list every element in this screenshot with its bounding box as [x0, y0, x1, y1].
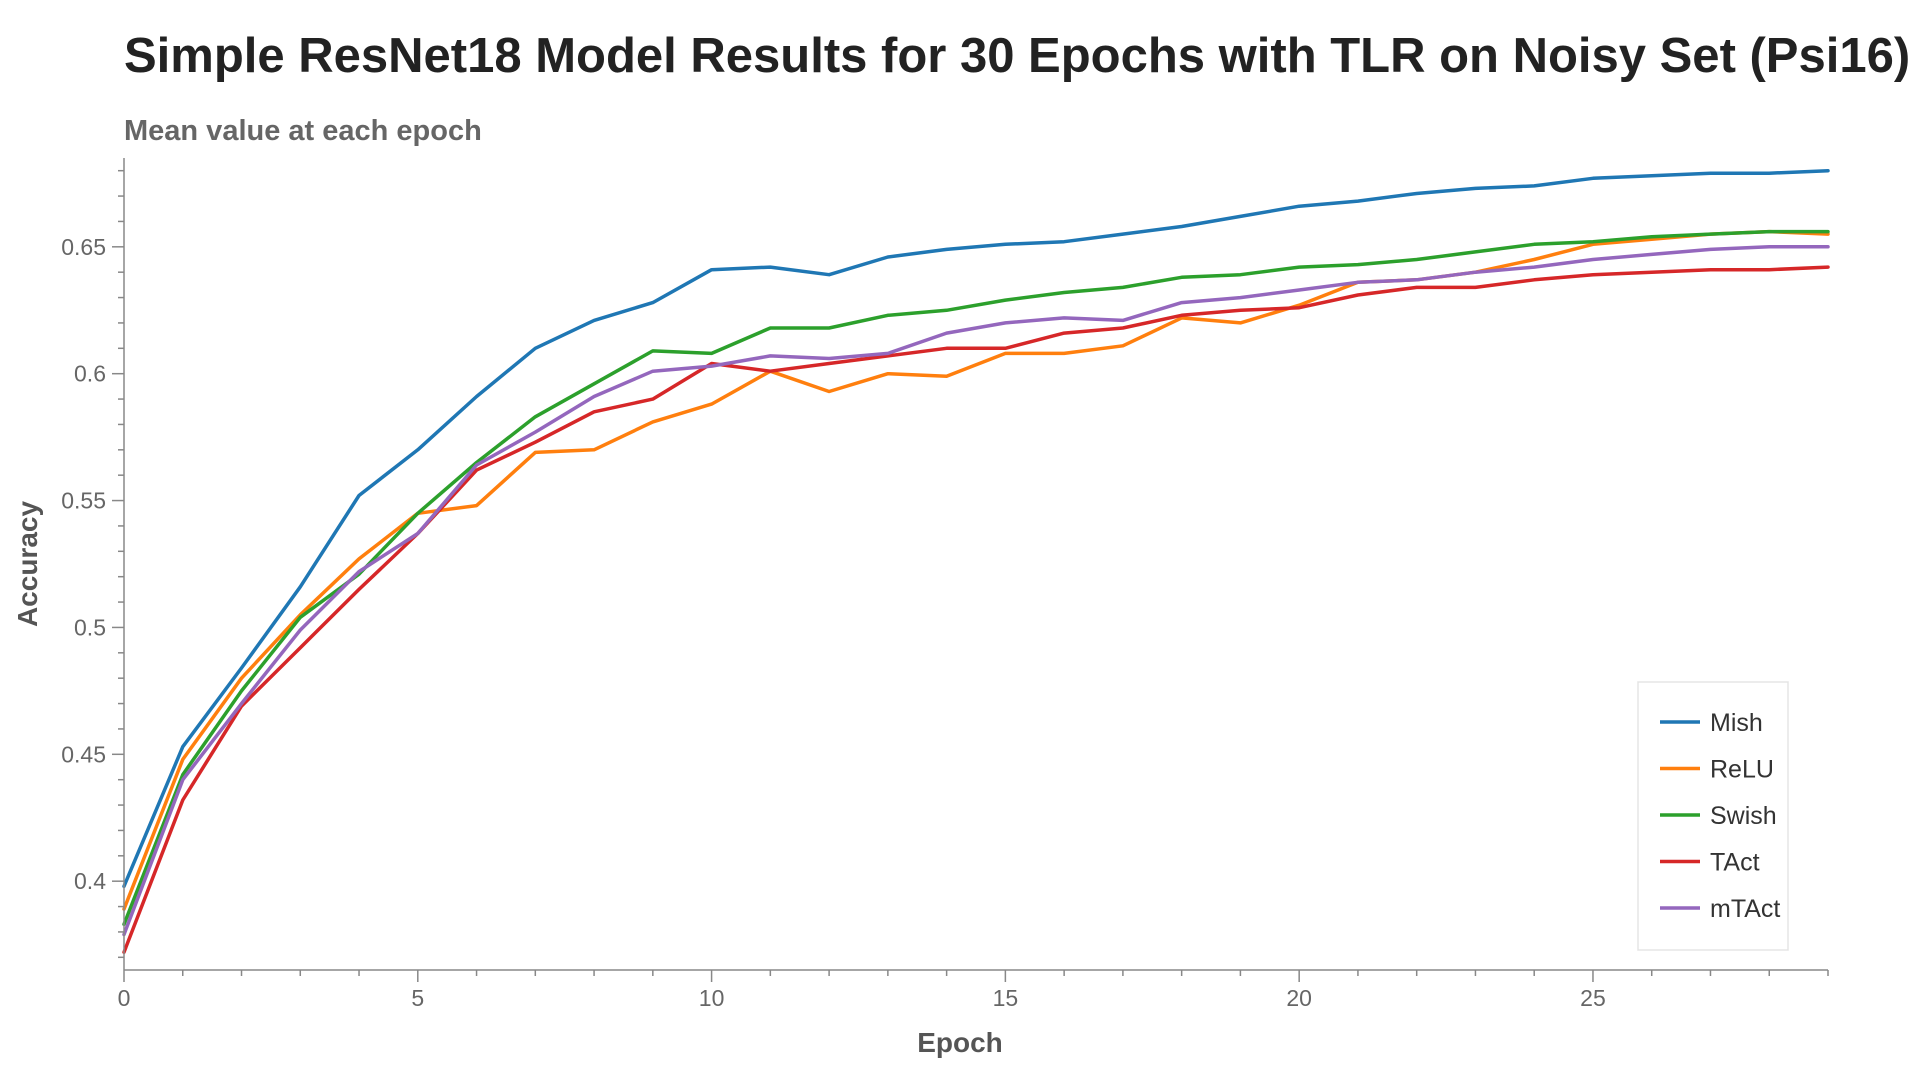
y-tick-label: 0.4	[74, 868, 106, 894]
legend-label-mish: Mish	[1710, 709, 1763, 737]
legend-box	[1637, 681, 1789, 951]
x-tick-label: 15	[993, 985, 1019, 1011]
series-line-relu	[122, 229, 1830, 911]
series-line-mtact	[122, 245, 1830, 937]
series-line-tact	[122, 265, 1830, 954]
chart-title: Simple ResNet18 Model Results for 30 Epo…	[124, 29, 1910, 83]
x-axis-ticks: 0 5 10 15 20 25	[118, 970, 1829, 1011]
series-line-swish	[122, 229, 1830, 927]
legend-items: Mish ReLU Swish TAct mTAct	[1660, 709, 1780, 923]
y-tick-label: 0.45	[61, 741, 106, 767]
y-tick-label: 0.6	[74, 361, 106, 387]
x-axis-label: Epoch	[917, 1027, 1003, 1058]
series-line-mish	[122, 168, 1830, 889]
series-lines	[122, 168, 1830, 954]
y-tick-label: 0.55	[61, 488, 106, 514]
plot-area: 0 5 10 15 20 25 0.4 0.45 0.5 0.55 0.6 0.65	[61, 158, 1830, 1011]
x-tick-label: 20	[1286, 985, 1312, 1011]
y-tick-label: 0.5	[74, 614, 106, 640]
legend: Mish ReLU Swish TAct mTAct	[1637, 681, 1789, 951]
x-tick-label: 10	[699, 985, 725, 1011]
legend-label-mtact: mTAct	[1710, 895, 1780, 923]
legend-label-swish: Swish	[1710, 802, 1777, 830]
legend-label-relu: ReLU	[1710, 756, 1774, 784]
y-axis-ticks: 0.4 0.45 0.5 0.55 0.6 0.65	[61, 169, 124, 959]
chart-subtitle: Mean value at each epoch	[124, 115, 482, 147]
y-axis-label: Accuracy	[12, 501, 43, 628]
x-tick-label: 0	[118, 985, 131, 1011]
y-tick-label: 0.65	[61, 234, 106, 260]
x-tick-label: 5	[411, 985, 424, 1011]
legend-label-tact: TAct	[1710, 849, 1760, 877]
x-tick-label: 25	[1580, 985, 1606, 1011]
